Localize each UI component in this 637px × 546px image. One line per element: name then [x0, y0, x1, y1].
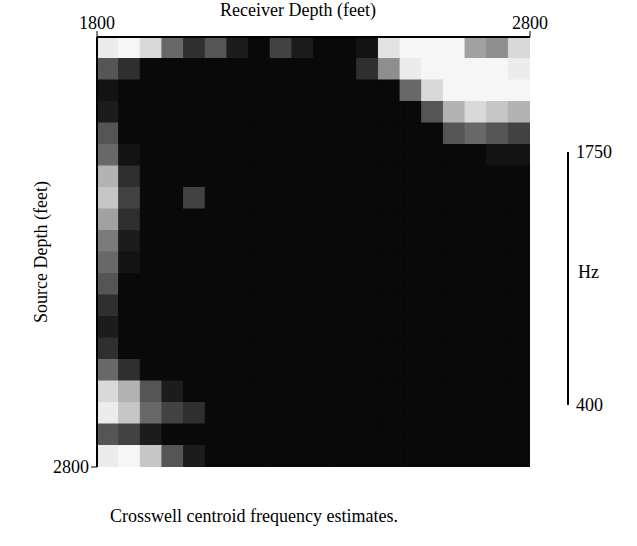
html-text:Receiver Depth (feet): Receiver Depth (feet): [220, 0, 376, 20]
svg-text:2800: 2800: [512, 13, 548, 33]
svg-text:Source Depth (feet): Source Depth (feet): [31, 181, 52, 323]
svg-text:1750: 1750: [576, 142, 612, 162]
svg-text:400: 400: [576, 395, 603, 415]
html-text:Crosswell centroid frequency e: Crosswell centroid frequency estimates.: [110, 506, 398, 526]
svg-text:2800: 2800: [53, 457, 89, 477]
html-text:Hz: Hz: [578, 262, 599, 282]
svg-text:1800: 1800: [79, 13, 115, 33]
